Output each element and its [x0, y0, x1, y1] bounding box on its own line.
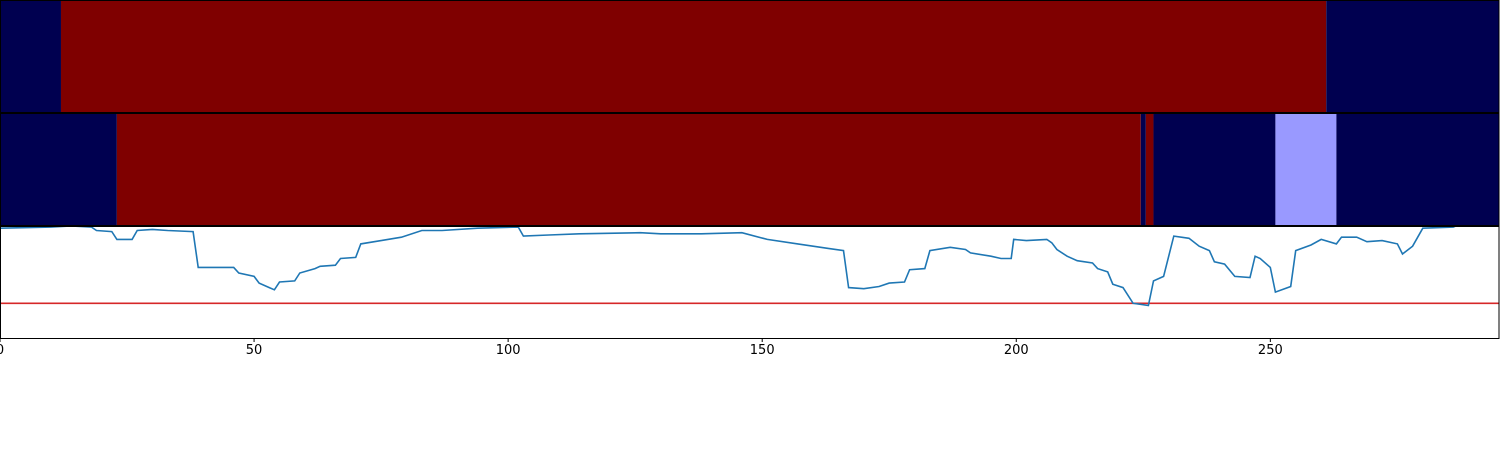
strip-segment [1153, 113, 1276, 225]
x-tick-label: 250 [1258, 343, 1283, 358]
strip-segment [1275, 113, 1337, 225]
x-tick-label: 0 [0, 343, 4, 358]
strip-segment [1145, 113, 1154, 225]
strip-segment [1140, 113, 1146, 225]
axes-frame [0, 226, 1500, 339]
strip-segment [1336, 113, 1499, 225]
strip-segment [60, 0, 1327, 112]
strip-segment [1326, 0, 1499, 112]
x-tick-label: 100 [496, 343, 521, 358]
axes-frame [0, 0, 1500, 113]
x-tick-label: 150 [750, 343, 775, 358]
plot-area [0, 226, 1499, 307]
strip-segment [0, 113, 117, 225]
data-line [0, 226, 1458, 307]
strip-segment [0, 0, 61, 112]
x-tick-label: 50 [246, 343, 263, 358]
strip-segment [116, 113, 1141, 225]
x-tick-label: 200 [1004, 343, 1029, 358]
axes-frame [0, 113, 1500, 226]
